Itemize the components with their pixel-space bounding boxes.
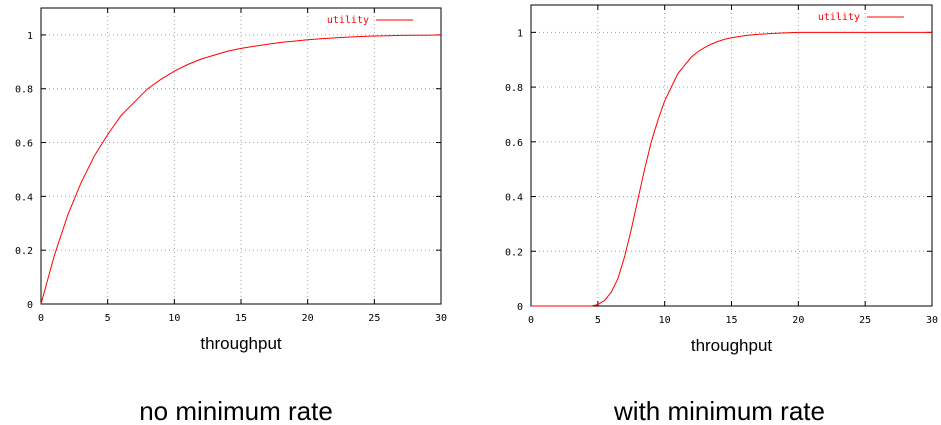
x-tick-label: 15 (725, 315, 737, 326)
x-tick-label: 20 (792, 315, 804, 326)
y-tick-label: 1 (517, 28, 523, 39)
series-line-utility (531, 31, 932, 307)
x-tick-label: 5 (105, 313, 111, 324)
x-axis-label: throughput (200, 334, 282, 353)
y-tick-label: 0 (27, 300, 33, 311)
x-axis-label: throughput (691, 336, 773, 355)
chart-caption: with minimum rate (613, 396, 825, 425)
chart-panel-no-minimum-rate: 0 5 10 15 20 25 30 0 0.2 0.4 0.6 0.8 1 utility through… (0, 0, 470, 425)
y-tick-label: 0.4 (505, 193, 523, 204)
y-tick-label: 0.8 (505, 83, 523, 94)
x-tick-label: 25 (368, 313, 380, 324)
y-tick-label: 0.8 (15, 85, 33, 96)
x-tick-label: 10 (659, 315, 671, 326)
y-tick-label: 0.6 (15, 139, 33, 150)
y-tick-label: 0.2 (505, 247, 523, 258)
x-tick-label: 15 (235, 313, 247, 324)
chart-panel-with-minimum-rate: 0 5 10 15 20 25 30 0 0.2 0.4 0.6 0.8 1 utility through… (471, 0, 941, 425)
utility-chart-with-minimum-rate: 0 5 10 15 20 25 30 0 0.2 0.4 0.6 0.8 1 utility through… (505, 4, 938, 425)
x-tick-label: 0 (38, 313, 44, 324)
x-tick-label: 25 (859, 315, 871, 326)
utility-chart-no-minimum-rate: 0 5 10 15 20 25 30 0 0.2 0.4 0.6 0.8 1 utility through… (15, 7, 447, 425)
y-tick-label: 1 (27, 31, 33, 42)
y-tick-label: 0.4 (15, 192, 33, 203)
legend-label: utility (327, 15, 369, 26)
x-tick-label: 30 (926, 315, 938, 326)
y-tick-label: 0 (517, 302, 523, 313)
x-tick-label: 5 (595, 315, 601, 326)
series-line-utility (40, 34, 442, 305)
y-tick-label: 0.2 (15, 246, 33, 257)
y-tick-label: 0.6 (505, 138, 523, 149)
x-tick-label: 10 (168, 313, 180, 324)
chart-caption: no minimum rate (139, 396, 333, 425)
x-tick-label: 20 (302, 313, 314, 324)
legend-label: utility (818, 12, 860, 23)
x-tick-label: 0 (528, 315, 534, 326)
plot-frame (530, 4, 933, 307)
x-tick-label: 30 (435, 313, 447, 324)
